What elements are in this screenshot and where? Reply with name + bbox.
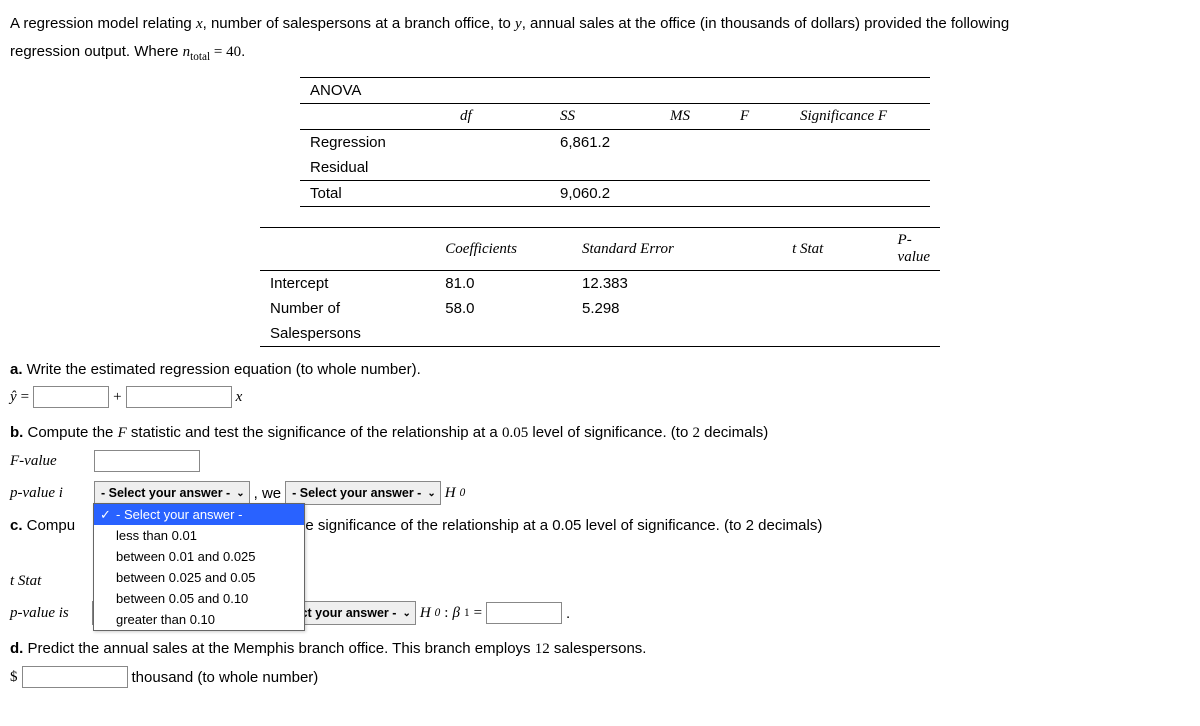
decision-select[interactable]: - Select your answer - ⌄ <box>285 481 441 505</box>
intro-text: , number of salespersons at a branch off… <box>203 15 515 32</box>
qd-text: salespersons. <box>550 640 647 657</box>
col-t-stat: t Stat <box>782 228 887 271</box>
alpha: 0.05 <box>502 425 528 441</box>
t-stat-label: t Stat <box>10 573 90 590</box>
col-standard-error: Standard Error <box>572 228 782 271</box>
twelve: 12 <box>535 641 550 657</box>
col-f: F <box>730 104 790 130</box>
period: . <box>566 605 570 622</box>
H0-H: H <box>420 605 431 622</box>
qa-prefix: a. <box>10 361 23 378</box>
row-x-label2: Salespersons <box>260 321 435 347</box>
var-y: y <box>515 16 522 32</box>
qb-text: decimals) <box>700 424 768 441</box>
dropdown-option[interactable]: between 0.025 and 0.05 <box>94 567 304 588</box>
col-sig: Significance F <box>790 104 930 130</box>
select-placeholder: - Select your answer - <box>292 486 421 500</box>
row-x-label1: Number of <box>260 296 435 321</box>
eq: = <box>474 605 482 622</box>
period: . <box>241 43 245 60</box>
question-b: b. Compute the F statistic and test the … <box>10 424 1190 442</box>
row-intercept-se: 12.383 <box>572 271 782 297</box>
question-d: d. Predict the annual sales at the Memph… <box>10 640 1190 658</box>
qa-text: Write the estimated regression equation … <box>23 361 421 378</box>
p-value-select[interactable]: - Select your answer - ⌄ <box>94 481 250 505</box>
two: 2 <box>692 425 700 441</box>
row-residual-label: Residual <box>300 155 450 181</box>
qd-text: Predict the annual sales at the Memphis … <box>23 640 534 657</box>
row-x-se: 5.298 <box>572 296 782 321</box>
qb-text: Compute the <box>23 424 117 441</box>
thousand-label: thousand (to whole number) <box>132 669 319 686</box>
anova-title: ANOVA <box>300 78 450 104</box>
n-symbol: n <box>183 44 191 60</box>
f-value-input[interactable] <box>94 450 200 472</box>
x-var: x <box>236 389 243 406</box>
select-placeholder: - Select your answer - <box>101 486 230 500</box>
p-value-label: p-value i <box>10 485 90 502</box>
question-c: c. Compu <box>10 517 75 534</box>
plus: + <box>113 389 121 406</box>
var-x: x <box>196 16 203 32</box>
dropdown-option[interactable]: greater than 0.10 <box>94 609 304 630</box>
qc-label: Compu <box>23 517 76 534</box>
row-regression-ss: 6,861.2 <box>550 130 660 156</box>
intro-text: regression output. Where <box>10 43 183 60</box>
f-value-label: F-value <box>10 453 90 470</box>
col-p-value: P-value <box>888 228 940 271</box>
beta1-input[interactable] <box>486 602 562 624</box>
qb-text: statistic and test the significance of t… <box>127 424 502 441</box>
qb-text: level of significance. (to <box>528 424 692 441</box>
H0-zero: 0 <box>460 487 466 499</box>
slope-input[interactable] <box>126 386 232 408</box>
intercept-input[interactable] <box>33 386 109 408</box>
row-intercept-label: Intercept <box>260 271 435 297</box>
coefficients-table: Coefficients Standard Error t Stat P-val… <box>260 227 940 347</box>
beta-sub: 1 <box>464 607 470 619</box>
beta: β <box>452 605 459 622</box>
row-regression-label: Regression <box>300 130 450 156</box>
col-ms: MS <box>660 104 730 130</box>
dollar-sign: $ <box>10 669 18 686</box>
problem-statement: A regression model relating x, number of… <box>10 10 1190 67</box>
question-a: a. Write the estimated regression equati… <box>10 361 1190 378</box>
qb-prefix: b. <box>10 424 23 441</box>
qc-tail: he significance of the relationship at a… <box>297 517 822 534</box>
row-x-coef: 58.0 <box>435 296 572 321</box>
p-value-label-2: p-value is <box>10 605 88 622</box>
H0-zero: 0 <box>435 607 441 619</box>
dropdown-option[interactable]: between 0.01 and 0.025 <box>94 546 304 567</box>
dropdown-option[interactable]: between 0.05 and 0.10 <box>94 588 304 609</box>
dropdown-option[interactable]: less than 0.01 <box>94 525 304 546</box>
qc-prefix: c. <box>10 517 23 534</box>
F-sym: F <box>118 425 127 441</box>
equals: = <box>210 44 226 60</box>
H0-H: H <box>445 485 456 502</box>
anova-table: ANOVA df SS MS F Significance F Regressi… <box>300 77 930 207</box>
col-ss: SS <box>550 104 660 130</box>
dropdown-option[interactable]: - Select your answer - <box>94 504 304 525</box>
y-hat: ŷ <box>10 389 17 406</box>
chevron-down-icon: ⌄ <box>427 488 435 499</box>
intro-text: A regression model relating <box>10 15 196 32</box>
row-total-label: Total <box>300 181 450 207</box>
chevron-down-icon: ⌄ <box>402 608 410 619</box>
p-value-dropdown: - Select your answer - less than 0.01 be… <box>93 503 305 631</box>
n-subscript: total <box>190 51 210 63</box>
intro-text: , annual sales at the office (in thousan… <box>522 15 1010 32</box>
row-total-ss: 9,060.2 <box>550 181 660 207</box>
col-df: df <box>450 104 550 130</box>
prediction-input[interactable] <box>22 666 128 688</box>
chevron-down-icon: ⌄ <box>236 488 244 499</box>
row-intercept-coef: 81.0 <box>435 271 572 297</box>
equals: = <box>21 389 29 406</box>
we-text: , we <box>254 485 282 502</box>
colon: : <box>444 605 448 622</box>
col-coefficients: Coefficients <box>435 228 572 271</box>
qd-prefix: d. <box>10 640 23 657</box>
n-value: 40 <box>226 44 241 60</box>
